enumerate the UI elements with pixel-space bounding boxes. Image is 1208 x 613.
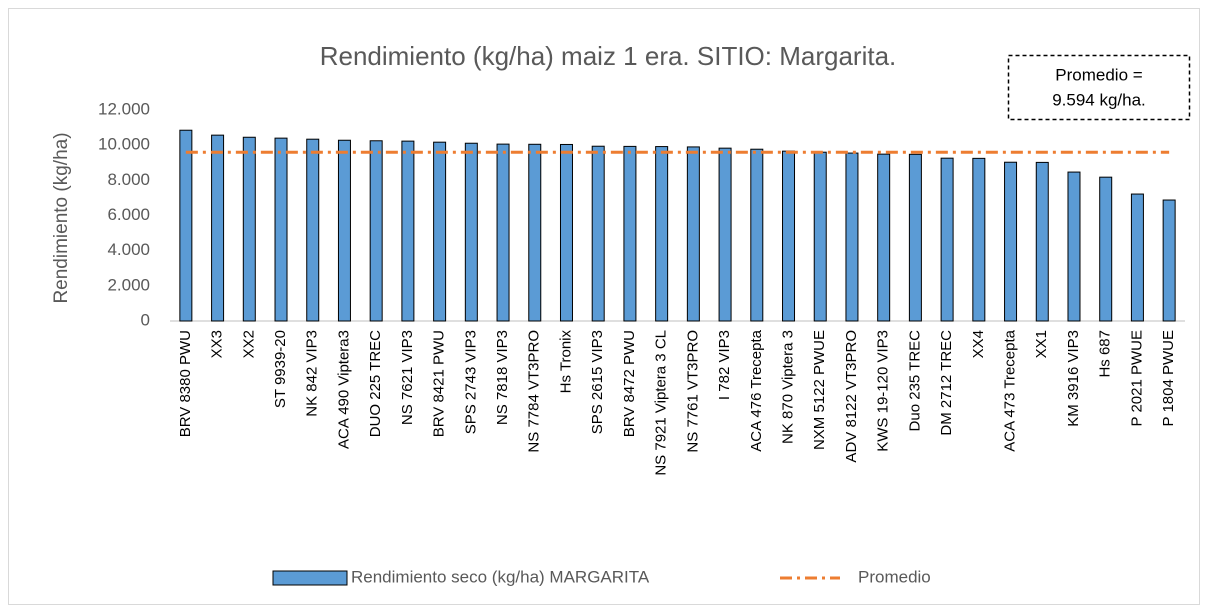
x-tick-label: SPS 2743 VIP3	[462, 330, 479, 434]
x-tick-label: XX4	[970, 330, 987, 358]
bar	[1130, 193, 1144, 322]
x-tick-label: Hs 687	[1097, 330, 1114, 378]
x-tick-label: SPS 2615 VIP3	[589, 330, 606, 434]
bar	[813, 151, 827, 322]
x-tick-label: BRV 8472 PWU	[621, 330, 638, 437]
x-tick-label: ADV 8122 VT3PRO	[843, 330, 860, 463]
bar	[655, 146, 669, 322]
bar	[179, 129, 193, 322]
y-axis-label: Rendimiento (kg/ha)	[51, 132, 72, 303]
bar	[401, 140, 415, 322]
x-tick-label: NS 7921 Viptera 3 CL	[653, 330, 670, 476]
bar	[686, 146, 700, 322]
x-tick-label: P 2021 PWUE	[1128, 330, 1145, 426]
x-tick-label: ST 9939-20	[272, 330, 289, 408]
x-tick-label: ACA 476 Trecepta	[748, 329, 765, 451]
y-tick-label: 10.000	[98, 135, 150, 154]
x-tick-label: XX2	[240, 330, 257, 358]
bar	[433, 141, 447, 322]
x-tick-label: NK 842 VIP3	[304, 330, 321, 417]
x-tick-label: ACA 490 Viptera3	[335, 330, 352, 449]
bar	[369, 140, 383, 322]
bar	[940, 157, 954, 322]
bar	[306, 138, 320, 322]
y-tick-label: 8.000	[107, 170, 150, 189]
bar	[1004, 161, 1018, 322]
x-tick-label: KM 3916 VIP3	[1065, 330, 1082, 427]
bar	[718, 147, 732, 322]
bar	[845, 152, 859, 322]
bar	[242, 136, 256, 322]
y-tick-label: 2.000	[107, 275, 150, 294]
y-tick-label: 4.000	[107, 240, 150, 259]
x-tick-label: DUO 225 TREC	[367, 330, 384, 437]
bar	[623, 145, 637, 322]
x-tick-label: NS 7621 VIP3	[399, 330, 416, 425]
legend-label: Rendimiento seco (kg/ha) MARGARITA	[351, 567, 650, 586]
x-tick-label: DM 2712 TREC	[938, 330, 955, 436]
bar	[464, 142, 478, 322]
bar	[591, 145, 605, 322]
x-tick-label: BRV 8421 PWU	[431, 330, 448, 437]
y-tick-label: 0	[141, 310, 150, 329]
bar	[337, 139, 351, 322]
annotation: 9.594 kg/ha.	[1052, 90, 1146, 109]
x-tick-label: Hs Tronix	[557, 330, 574, 394]
x-tick-label: Duo 235 TREC	[906, 330, 923, 432]
bar	[972, 157, 986, 322]
bar	[1162, 199, 1176, 322]
x-tick-label: I 782 VIP3	[716, 330, 733, 400]
annotation-box	[1007, 54, 1191, 121]
bar	[528, 143, 542, 322]
bar	[1067, 171, 1081, 322]
x-tick-label: XX1	[1033, 330, 1050, 358]
bar	[908, 153, 922, 322]
y-tick-label: 6.000	[107, 205, 150, 224]
x-tick-label: XX3	[209, 330, 226, 358]
bar	[496, 143, 510, 322]
x-tick-label: NS 7818 VIP3	[494, 330, 511, 425]
annotation: Promedio =	[1055, 65, 1142, 84]
x-tick-label: NS 7761 VT3PRO	[684, 330, 701, 453]
y-tick-label: 12.000	[98, 99, 150, 118]
bar	[559, 143, 573, 322]
bar	[750, 148, 764, 322]
x-tick-label: KWS 19-120 VIP3	[875, 330, 892, 452]
bar	[1035, 161, 1049, 322]
bar	[274, 137, 288, 322]
bar	[211, 134, 225, 322]
x-tick-label: ACA 473 Trecepta	[1002, 329, 1019, 451]
bar	[1099, 176, 1113, 322]
bar	[877, 153, 891, 322]
x-tick-label: NS 7784 VT3PRO	[526, 330, 543, 453]
chart-title: Rendimiento (kg/ha) maiz 1 era. SITIO: M…	[320, 41, 897, 71]
x-tick-label: NK 870 Viptera 3	[779, 330, 796, 444]
legend-label: Promedio	[858, 567, 931, 586]
bar	[782, 150, 796, 322]
legend-swatch	[272, 570, 348, 586]
x-tick-label: NXM 5122 PWUE	[811, 330, 828, 450]
x-tick-label: P 1804 PWUE	[1160, 330, 1177, 426]
x-tick-label: BRV 8380 PWU	[177, 330, 194, 437]
